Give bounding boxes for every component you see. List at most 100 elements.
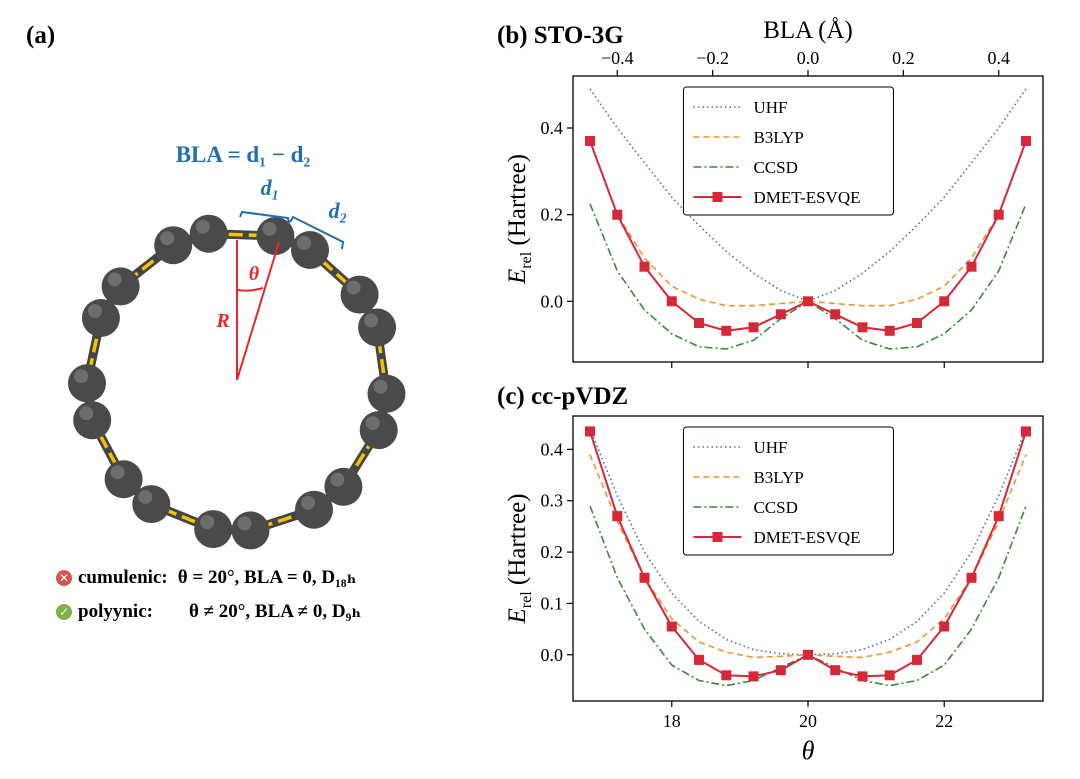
- legend-entry: DMET-ESVQE: [753, 528, 860, 547]
- data-point: [993, 511, 1004, 522]
- y-axis-label-sub: rel: [518, 251, 535, 268]
- check-icon: ✓: [56, 603, 72, 620]
- data-point: [966, 261, 977, 272]
- legend-marker: [712, 532, 723, 542]
- legend-marker: [712, 192, 723, 202]
- data-point: [612, 209, 623, 220]
- chart-sto3g: 0.0 0.2 0.4 −0.4 −0.2 0.0 0.2 0.4 BLA (Å) Erel (H…: [504, 17, 1044, 368]
- legend-entry: UHF: [753, 98, 787, 117]
- x-tick-label: 20: [799, 711, 817, 731]
- y-axis-label-unit: (Hartree): [504, 494, 531, 592]
- carbon-atom-highlight: [364, 313, 379, 328]
- carbon-atom-highlight: [237, 516, 252, 531]
- formula-label: BLA = d₁ − d₂: [176, 142, 311, 167]
- top-tick-label: 0.4: [987, 48, 1010, 68]
- data-point: [721, 325, 732, 336]
- y-tick-label: 0.2: [541, 205, 564, 225]
- data-point: [639, 572, 650, 583]
- data-point: [721, 670, 732, 681]
- data-point: [939, 621, 950, 632]
- legend-entry: B3LYP: [753, 128, 803, 147]
- note-polyynic-cond: θ ≠ 20°, BLA ≠ 0, D₉ₕ: [188, 601, 362, 622]
- radius-line-2: [236, 241, 280, 381]
- y-axis-label-symbol: E: [504, 269, 531, 285]
- d2-label: d₂: [329, 198, 348, 223]
- legend-entry: DMET-ESVQE: [753, 188, 860, 207]
- note-cumulenic-cond: θ = 20°, BLA = 0, D₁₈ₕ: [177, 567, 357, 588]
- carbon-atom-highlight: [195, 219, 210, 234]
- note-cumulenic-name: cumulenic:: [78, 566, 168, 588]
- data-point: [666, 296, 677, 307]
- data-point: [694, 654, 704, 665]
- panel-a-label: (a): [26, 22, 56, 49]
- carbon-atom-highlight: [297, 236, 311, 250]
- d1-label: d₁: [261, 175, 280, 200]
- data-point: [830, 309, 841, 320]
- y-tick-label: 0.2: [541, 542, 564, 562]
- carbon-atom-highlight: [262, 222, 277, 236]
- top-tick-label: −0.2: [696, 48, 729, 68]
- y-axis-label: Erel (Hartree): [504, 154, 535, 285]
- x-icon: ✕: [56, 569, 72, 586]
- carbon-ring: [68, 214, 406, 550]
- data-point: [857, 671, 868, 682]
- data-point: [857, 322, 868, 333]
- y-tick-label: 0.0: [541, 645, 564, 665]
- data-point: [666, 621, 677, 632]
- data-point: [803, 296, 813, 307]
- data-point: [1021, 136, 1031, 146]
- x-tick-label: 22: [935, 711, 953, 731]
- carbon-atom-highlight: [74, 369, 88, 384]
- x-tick-label: 18: [663, 711, 681, 731]
- y-tick-label: 0.0: [541, 291, 564, 311]
- d2-brace: [289, 215, 345, 250]
- note-polyynic: ✓ polyynic: θ ≠ 20°, BLA ≠ 0, D₉ₕ: [56, 600, 361, 623]
- theta-label: θ: [249, 263, 260, 285]
- r-label: R: [215, 310, 229, 332]
- note-cumulenic: ✕ cumulenic: θ = 20°, BLA = 0, D₁₈ₕ: [56, 566, 356, 589]
- data-point: [748, 322, 759, 333]
- data-point: [585, 136, 595, 146]
- panel-c-label: (c) cc-pVDZ: [497, 383, 629, 410]
- data-point: [830, 665, 841, 676]
- data-point: [612, 511, 623, 522]
- data-point: [585, 426, 595, 437]
- angle-arc: [236, 287, 264, 292]
- data-point: [912, 654, 922, 665]
- carbon-atom-highlight: [87, 304, 102, 318]
- top-tick-label: 0.0: [797, 48, 820, 68]
- carbon-atom-highlight: [107, 272, 122, 287]
- y-tick-label: 0.3: [541, 491, 564, 511]
- carbon-atom-highlight: [110, 465, 125, 480]
- data-point: [639, 261, 650, 272]
- carbon-atom-highlight: [373, 379, 388, 394]
- panel-b-label: (b) STO-3G: [497, 22, 624, 49]
- y-axis-label: Erel (Hartree): [504, 494, 535, 625]
- legend-entry: UHF: [753, 438, 787, 457]
- data-point: [884, 670, 895, 681]
- legend-entry: CCSD: [753, 158, 797, 177]
- carbon-atom-highlight: [160, 231, 175, 246]
- carbon-atom-highlight: [330, 472, 345, 487]
- carbon-atom-highlight: [365, 416, 380, 431]
- carbon-atom-highlight: [301, 495, 315, 510]
- data-point: [803, 649, 813, 660]
- data-point: [884, 325, 895, 336]
- legend-entry: CCSD: [753, 498, 797, 517]
- top-tick-label: −0.4: [601, 48, 634, 68]
- legend-box: [682, 86, 894, 216]
- data-point: [1021, 426, 1031, 437]
- chart-ccpvdz: 0.0 0.1 0.2 0.3 0.4 18 20 22 Erel (Hartree) θ UHF B…: [504, 415, 1044, 765]
- carbon-atom-highlight: [138, 490, 153, 505]
- data-point: [966, 572, 977, 583]
- y-tick-label: 0.1: [541, 593, 564, 613]
- y-tick-label: 0.4: [541, 439, 564, 459]
- y-tick-label: 0.4: [541, 118, 564, 138]
- d1-brace: [239, 210, 290, 225]
- y-axis-label-unit: (Hartree): [504, 154, 531, 252]
- y-axis-label-symbol: E: [504, 608, 531, 624]
- legend-entry: B3LYP: [753, 468, 803, 487]
- note-polyynic-name: polyynic:: [78, 600, 153, 622]
- data-point: [912, 318, 922, 328]
